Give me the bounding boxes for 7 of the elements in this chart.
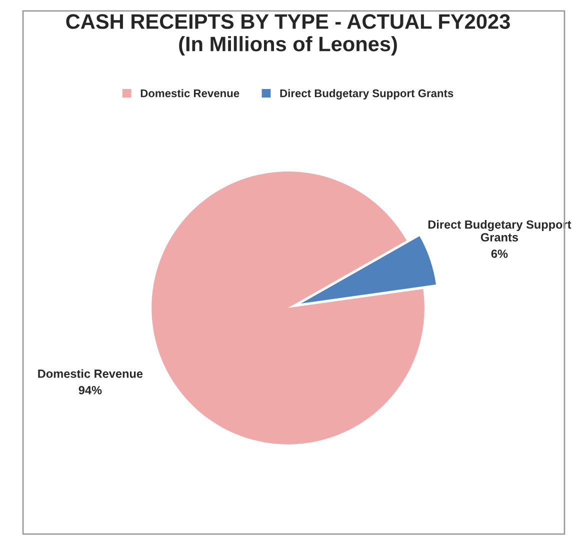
legend-label: Domestic Revenue: [140, 89, 240, 98]
slice-label: Domestic Revenue: [38, 369, 143, 378]
data-label: 6%: [491, 250, 508, 258]
chart-title: CASH RECEIPTS BY TYPE - ACTUAL FY2023 (In Millions of Leones): [66, 14, 510, 56]
legend-label: Direct Budgetary Support Grants: [280, 89, 454, 100]
data-label: 94%: [78, 386, 102, 394]
slice-label: Direct Budgetary Support Grants: [428, 220, 572, 242]
